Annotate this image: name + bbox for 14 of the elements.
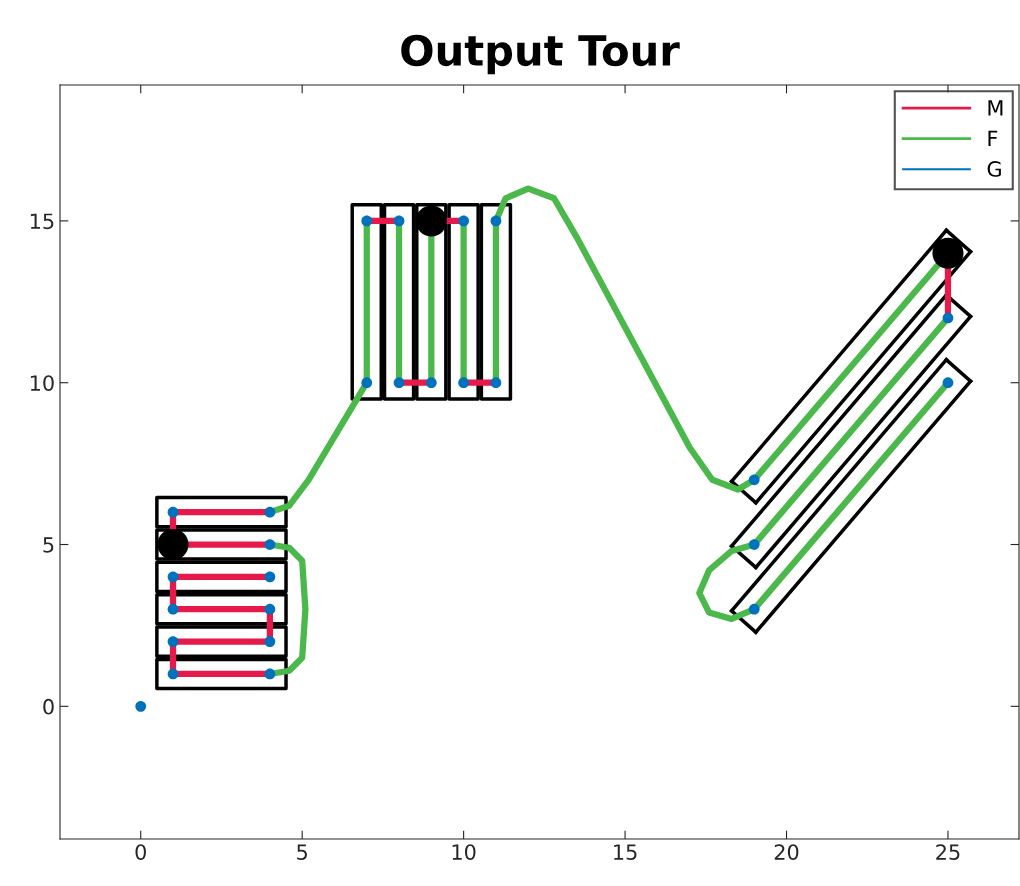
x-tick-label: 0 [135, 844, 146, 860]
y-tick-label: 10 [30, 375, 54, 391]
legend-label: F [988, 130, 998, 146]
legend-label: M [988, 100, 1003, 116]
x-tick-label: 10 [452, 844, 476, 860]
legend-label: G [987, 161, 1001, 177]
y-tick-label: 5 [43, 537, 54, 553]
y-tick-label: 0 [43, 698, 54, 715]
chart-title: Output Tour [401, 34, 680, 75]
x-tick-label: 15 [614, 844, 637, 860]
x-tick-label: 25 [936, 844, 960, 860]
x-tick-label: 5 [297, 844, 307, 860]
x-tick-label: 20 [774, 844, 799, 860]
y-tick-label: 15 [30, 213, 54, 230]
